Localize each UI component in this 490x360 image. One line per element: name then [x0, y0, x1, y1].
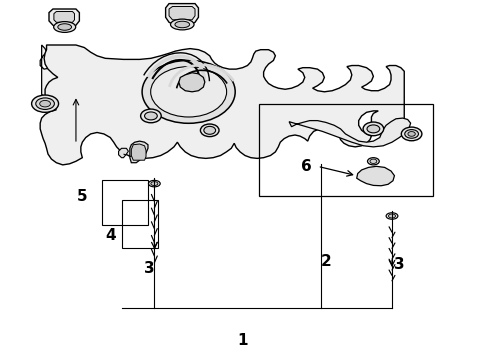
Ellipse shape [367, 125, 380, 133]
Ellipse shape [40, 100, 50, 107]
Ellipse shape [389, 214, 395, 218]
Polygon shape [49, 9, 79, 27]
Ellipse shape [386, 213, 398, 219]
Polygon shape [119, 148, 128, 158]
Text: 2: 2 [320, 253, 331, 269]
Ellipse shape [408, 131, 416, 136]
Ellipse shape [58, 24, 72, 30]
Bar [122, 200, 158, 248]
Ellipse shape [151, 182, 158, 185]
Polygon shape [130, 141, 148, 163]
Polygon shape [169, 6, 195, 20]
Ellipse shape [31, 95, 59, 112]
Ellipse shape [148, 180, 160, 187]
Text: 6: 6 [301, 159, 312, 174]
Polygon shape [289, 118, 411, 147]
Ellipse shape [151, 67, 226, 117]
Text: 3: 3 [394, 257, 405, 272]
Ellipse shape [363, 122, 384, 136]
Polygon shape [357, 166, 394, 186]
Ellipse shape [142, 60, 235, 123]
Ellipse shape [141, 109, 161, 123]
Ellipse shape [200, 124, 219, 136]
Ellipse shape [401, 127, 422, 141]
Ellipse shape [370, 159, 377, 163]
Ellipse shape [368, 158, 379, 165]
Polygon shape [40, 45, 70, 102]
Bar [259, 104, 433, 196]
Ellipse shape [54, 22, 75, 32]
Polygon shape [166, 4, 198, 24]
Ellipse shape [405, 130, 418, 138]
Text: 1: 1 [237, 333, 248, 348]
Ellipse shape [36, 98, 54, 109]
Text: 5: 5 [77, 189, 88, 204]
Text: 3: 3 [144, 261, 155, 276]
Ellipse shape [204, 126, 216, 134]
Text: 4: 4 [105, 228, 116, 243]
Bar [102, 180, 148, 225]
Polygon shape [179, 73, 205, 92]
Polygon shape [131, 144, 146, 160]
Ellipse shape [145, 112, 157, 120]
Ellipse shape [171, 19, 194, 30]
Polygon shape [40, 45, 404, 165]
Ellipse shape [175, 21, 190, 28]
Polygon shape [54, 12, 74, 22]
